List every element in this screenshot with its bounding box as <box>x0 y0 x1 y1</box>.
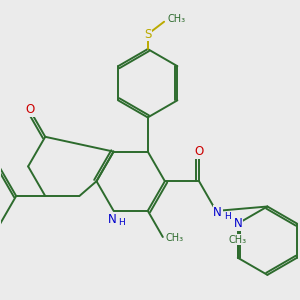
Text: O: O <box>25 103 34 116</box>
Text: CH₃: CH₃ <box>168 14 186 24</box>
Text: CH₃: CH₃ <box>165 233 183 244</box>
Text: H: H <box>118 218 125 226</box>
Text: CH₃: CH₃ <box>229 235 247 245</box>
Text: S: S <box>144 28 152 41</box>
Text: H: H <box>224 212 231 221</box>
Text: N: N <box>233 217 242 230</box>
Text: O: O <box>194 145 204 158</box>
Text: N: N <box>213 206 222 219</box>
Text: N: N <box>108 213 116 226</box>
